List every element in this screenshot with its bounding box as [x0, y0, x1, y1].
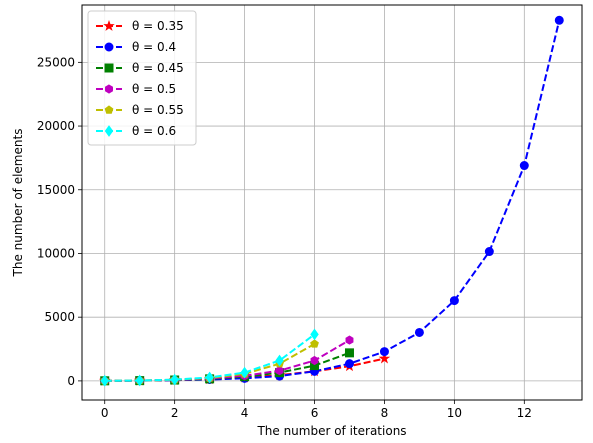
series-6: [100, 328, 319, 387]
y-tick-label: 10000: [37, 246, 75, 260]
legend-label: θ = 0.45: [132, 61, 184, 75]
legend-item: θ = 0.55: [96, 103, 184, 117]
legend-label: θ = 0.4: [132, 40, 176, 54]
series-group: [98, 15, 564, 387]
x-tick-label: 8: [381, 406, 389, 420]
legend-marker: [105, 84, 113, 94]
y-axis-label: The number of elements: [11, 129, 25, 278]
y-tick-label: 5000: [44, 310, 75, 324]
data-point: [135, 374, 144, 387]
y-tick-label: 25000: [37, 55, 75, 69]
data-point: [345, 335, 354, 345]
data-point: [344, 348, 354, 358]
legend-marker: [103, 19, 115, 31]
data-point: [484, 247, 494, 257]
data-point: [310, 355, 319, 366]
data-point: [379, 347, 389, 357]
legend-marker: [104, 125, 114, 137]
x-tick-label: 12: [517, 406, 532, 420]
legend-label: θ = 0.35: [132, 19, 184, 33]
y-axis-ticks: 0 5000 10000 15000 20000 25000: [37, 55, 82, 388]
legend-label: θ = 0.55: [132, 103, 184, 117]
data-point: [378, 352, 391, 364]
data-point: [414, 327, 424, 337]
data-point: [519, 161, 529, 171]
legend-item: θ = 0.4: [96, 40, 176, 54]
data-point: [170, 373, 179, 386]
legend-item: θ = 0.35: [96, 19, 184, 33]
legend-item: θ = 0.6: [96, 124, 176, 138]
legend-item: θ = 0.5: [96, 82, 176, 96]
data-point: [275, 366, 284, 376]
x-tick-label: 6: [311, 406, 319, 420]
data-point: [100, 374, 109, 387]
x-axis-ticks: 0 2 4 6 8 10 12: [101, 400, 532, 420]
legend-label: θ = 0.5: [132, 82, 176, 96]
data-point: [275, 354, 284, 367]
legend-item: θ = 0.45: [96, 61, 184, 75]
y-tick-label: 0: [67, 374, 75, 388]
data-point: [240, 366, 249, 379]
data-point: [344, 359, 354, 369]
legend-box: [87, 10, 197, 146]
x-axis-label: The number of iterations: [256, 424, 406, 438]
data-point: [205, 371, 214, 384]
legend-marker: [104, 105, 114, 114]
x-tick-label: 10: [447, 406, 462, 420]
data-point: [554, 15, 564, 25]
legend-marker: [104, 42, 114, 52]
y-tick-label: 15000: [37, 183, 75, 197]
x-tick-label: 4: [241, 406, 249, 420]
y-tick-label: 20000: [37, 119, 75, 133]
plot-frame: [81, 4, 583, 401]
legend-marker: [104, 63, 114, 73]
x-tick-label: 0: [101, 406, 109, 420]
data-point: [310, 339, 319, 348]
x-tick-label: 2: [171, 406, 179, 420]
data-point: [449, 296, 459, 306]
data-point: [310, 328, 319, 341]
legend: θ = 0.35 θ = 0.4 θ = 0.45 θ = 0.5 θ = 0.55 θ …: [87, 10, 197, 146]
legend-label: θ = 0.6: [132, 124, 176, 138]
